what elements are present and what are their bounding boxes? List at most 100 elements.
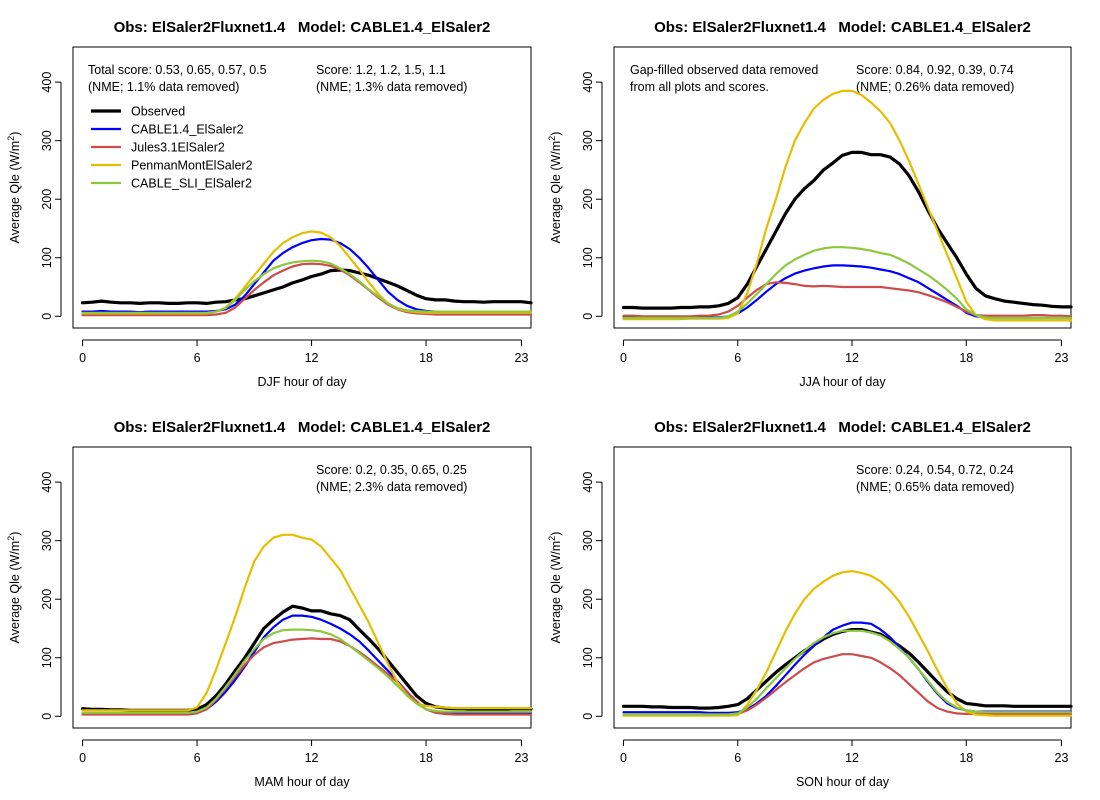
series-line-Jules3.1ElSaler2 <box>81 637 533 716</box>
chart-panel-3: Obs: ElSaler2Fluxnet1.4 Model: CABLE1.4_… <box>6 419 533 789</box>
x-tick-label: 0 <box>620 351 627 365</box>
x-axis: 0 6 12 18 23 <box>620 739 1068 765</box>
y-axis: 0 100 200 300 400 <box>40 72 62 320</box>
legend-label: CABLE1.4_ElSaler2 <box>131 123 244 137</box>
y-tick-label: 0 <box>581 713 595 720</box>
y-tick-label: 200 <box>581 589 595 610</box>
plot-frame <box>72 46 532 329</box>
series-line-CABLE_SLI_ElSaler2 <box>81 259 533 314</box>
y-tick-label: 200 <box>40 589 54 610</box>
y-tick-label: 100 <box>581 247 595 268</box>
legend-label: Jules3.1ElSaler2 <box>131 141 225 155</box>
series-line-PenmanMontElSaler2 <box>622 569 1073 717</box>
x-axis: 0 6 12 18 23 <box>620 339 1069 365</box>
x-tick-label: 18 <box>419 351 433 365</box>
plot-frame <box>613 446 1072 729</box>
x-axis-label: MAM hour of day <box>254 775 350 789</box>
y-tick-label: 100 <box>581 647 595 668</box>
y-axis: 0 100 200 300 400 <box>40 472 62 720</box>
series-line-CABLE_SLI_ElSaler2 <box>622 246 1073 320</box>
legend-label: CABLE_SLI_ElSaler2 <box>131 177 252 191</box>
y-axis-label: Average Qle (W/m2) <box>547 132 563 244</box>
chart-title: Obs: ElSaler2Fluxnet1.4 Model: CABLE1.4_… <box>654 419 1031 436</box>
x-tick-label: 23 <box>1055 351 1069 365</box>
score-note: (NME; 0.26% data removed) <box>856 80 1014 94</box>
score-note: Score: 1.2, 1.2, 1.5, 1.1 <box>316 63 446 77</box>
series-line-CABLE1.4_ElSaler2 <box>622 621 1073 714</box>
series-line-Jules3.1ElSaler2 <box>81 262 533 317</box>
x-tick-label: 23 <box>515 751 529 765</box>
y-axis-label-close: ) <box>549 532 563 536</box>
series-lines <box>80 533 533 716</box>
x-tick-label: 12 <box>305 751 319 765</box>
series-lines <box>621 569 1073 717</box>
y-axis-label-text: Average Qle (W/m <box>8 541 22 644</box>
y-axis-label-superscript: 2 <box>6 536 16 541</box>
series-line-PenmanMontElSaler2 <box>81 533 533 712</box>
y-axis-label: Average Qle (W/m2) <box>547 532 563 644</box>
y-axis-label-text: Average Qle (W/m <box>549 541 563 644</box>
x-axis: 0 6 12 18 23 <box>79 739 529 765</box>
score-note: (NME; 2.3% data removed) <box>316 480 467 494</box>
y-tick-label: 200 <box>40 189 54 210</box>
series-line-Observed <box>80 604 533 713</box>
score-note: Gap-filled observed data removed <box>630 63 818 77</box>
series-lines <box>80 230 533 317</box>
series-line-Jules3.1ElSaler2 <box>622 281 1073 318</box>
x-tick-label: 0 <box>79 351 86 365</box>
series-line-Observed <box>621 150 1073 310</box>
x-tick-label: 23 <box>515 351 529 365</box>
y-axis-label-superscript: 2 <box>6 136 16 141</box>
score-note: Score: 0.24, 0.54, 0.72, 0.24 <box>856 463 1014 477</box>
x-axis-label: SON hour of day <box>796 775 890 789</box>
x-tick-label: 12 <box>845 751 859 765</box>
y-axis-label-text: Average Qle (W/m <box>549 141 563 244</box>
y-axis-label-text: Average Qle (W/m <box>8 141 22 244</box>
y-axis-label-close: ) <box>8 532 22 536</box>
y-axis-label: Average Qle (W/m2) <box>6 532 22 644</box>
score-note: Score: 0.2, 0.35, 0.65, 0.25 <box>316 463 467 477</box>
plot-frame <box>72 446 532 729</box>
score-note: from all plots and scores. <box>630 80 769 94</box>
chart-panel-4: Obs: ElSaler2Fluxnet1.4 Model: CABLE1.4_… <box>547 419 1073 789</box>
y-tick-label: 0 <box>581 313 595 320</box>
series-line-Observed <box>621 627 1073 710</box>
y-axis-label-close: ) <box>8 132 22 136</box>
y-tick-label: 300 <box>40 130 54 151</box>
y-axis-label-superscript: 2 <box>547 136 557 141</box>
x-tick-label: 0 <box>620 751 627 765</box>
x-axis: 0 6 12 18 23 <box>79 339 529 365</box>
y-tick-label: 300 <box>40 530 54 551</box>
x-axis-label: DJF hour of day <box>258 375 348 389</box>
series-line-Observed <box>80 268 533 305</box>
plot-frame <box>613 46 1072 329</box>
chart-panel-2: Obs: ElSaler2Fluxnet1.4 Model: CABLE1.4_… <box>547 19 1073 389</box>
x-tick-label: 6 <box>734 751 741 765</box>
x-tick-label: 6 <box>194 351 201 365</box>
chart-title: Obs: ElSaler2Fluxnet1.4 Model: CABLE1.4_… <box>114 419 491 436</box>
x-tick-label: 0 <box>79 751 86 765</box>
y-tick-label: 100 <box>40 647 54 668</box>
chart-title: Obs: ElSaler2Fluxnet1.4 Model: CABLE1.4_… <box>114 19 491 36</box>
y-axis: 0 100 200 300 400 <box>581 72 603 320</box>
y-tick-label: 400 <box>581 72 595 93</box>
x-tick-label: 18 <box>419 751 433 765</box>
score-note: (NME; 1.3% data removed) <box>316 80 467 94</box>
series-line-CABLE1.4_ElSaler2 <box>622 264 1073 320</box>
y-tick-label: 0 <box>40 713 54 720</box>
series-lines <box>621 89 1073 322</box>
y-axis: 0 100 200 300 400 <box>581 472 603 720</box>
legend-label: PenmanMontElSaler2 <box>131 159 253 173</box>
x-tick-label: 12 <box>845 351 859 365</box>
y-axis-label-superscript: 2 <box>547 536 557 541</box>
score-note: (NME; 1.1% data removed) <box>88 80 239 94</box>
chart-title: Obs: ElSaler2Fluxnet1.4 Model: CABLE1.4_… <box>654 19 1031 36</box>
y-tick-label: 200 <box>581 189 595 210</box>
x-tick-label: 12 <box>305 351 319 365</box>
legend-label: Observed <box>131 105 185 119</box>
y-tick-label: 0 <box>40 313 54 320</box>
y-tick-label: 400 <box>40 72 54 93</box>
y-tick-label: 400 <box>40 472 54 493</box>
series-line-CABLE_SLI_ElSaler2 <box>622 629 1073 716</box>
